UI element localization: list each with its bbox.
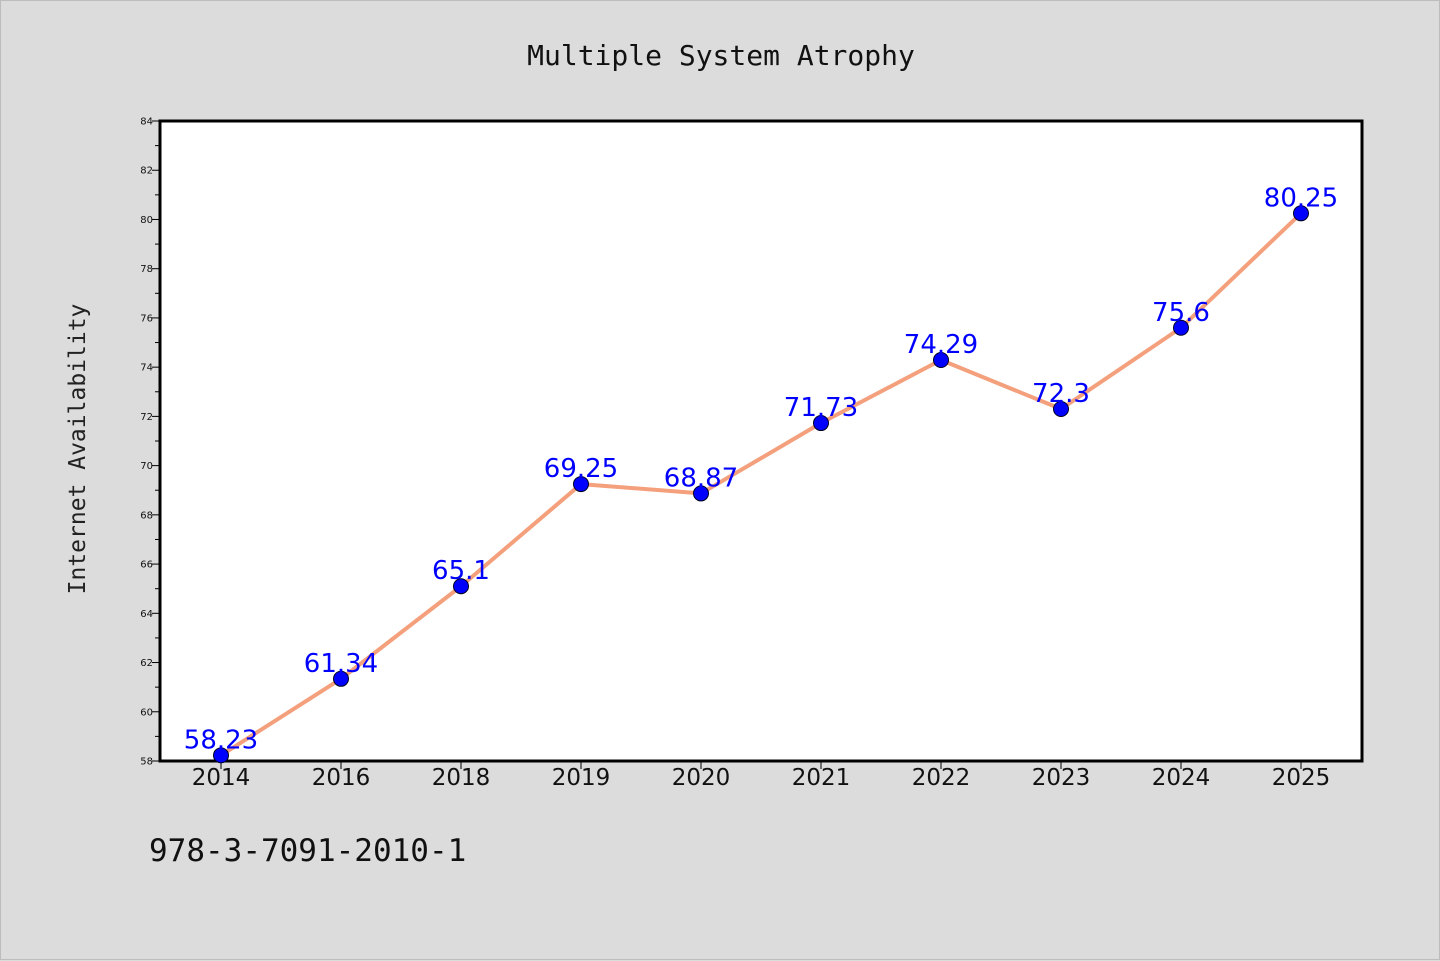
data-label: 71.73 [784, 393, 858, 423]
data-label: 61.34 [304, 649, 378, 679]
data-label: 74.29 [904, 330, 978, 360]
x-tick-label: 2018 [432, 765, 491, 791]
data-markers [213, 205, 1309, 764]
series-line [219, 211, 1303, 758]
x-tick-label: 2019 [552, 765, 611, 791]
data-label: 69.25 [544, 454, 618, 484]
y-tick-label: 80 [140, 215, 153, 226]
data-label: 65.1 [432, 556, 490, 586]
x-tick-label: 2022 [912, 765, 971, 791]
data-point [813, 415, 829, 432]
x-tick-label: 2023 [1032, 765, 1091, 791]
data-point [1173, 319, 1189, 336]
y-tick-label: 58 [140, 757, 153, 768]
y-tick-label: 74 [140, 363, 153, 374]
y-tick-label: 60 [140, 707, 153, 718]
y-tick-label: 82 [140, 166, 153, 177]
x-tick-label: 2021 [792, 765, 851, 791]
isbn-text: 978-3-7091-2010-1 [149, 833, 467, 869]
data-point [573, 476, 589, 493]
y-tick-label: 78 [140, 264, 153, 275]
data-label: 68.87 [664, 463, 738, 493]
chart-title: Multiple System Atrophy [527, 39, 915, 72]
data-point [1293, 205, 1309, 222]
x-axis: 2014 2016 2018 2019 2020 2021 2022 2023 2024 2025 [192, 761, 1331, 791]
y-axis-label: Internet Availability [65, 304, 91, 595]
x-tick-label: 2024 [1152, 765, 1211, 791]
plot-area [158, 119, 1364, 763]
y-tick-label: 84 [140, 117, 153, 128]
data-point [693, 485, 709, 502]
data-label: 58.23 [184, 725, 258, 755]
data-point [933, 352, 949, 369]
x-tick-label: 2020 [672, 765, 731, 791]
y-tick-label: 76 [140, 313, 153, 324]
y-axis: 58 60 62 64 66 68 70 72 74 76 78 80 82 84 [140, 117, 160, 768]
series-line-group [219, 211, 1303, 758]
data-point [213, 747, 229, 764]
y-tick-label: 72 [140, 412, 153, 423]
data-point [333, 670, 349, 687]
x-tick-label: 2016 [312, 765, 371, 791]
data-labels: 58.23 61.34 65.1 69.25 68.87 71.73 74.29 72.3 75… [184, 183, 1338, 755]
y-tick-label: 64 [140, 609, 153, 620]
x-tick-label: 2014 [192, 765, 251, 791]
y-tick-label: 70 [140, 461, 153, 472]
data-point [453, 578, 469, 595]
data-point [1053, 401, 1069, 417]
data-label: 80.25 [1264, 183, 1338, 213]
y-tick-label: 68 [140, 510, 153, 521]
y-tick-label: 66 [140, 560, 153, 571]
data-label: 75.6 [1152, 298, 1210, 328]
x-tick-label: 2025 [1272, 765, 1331, 791]
y-tick-label: 62 [140, 658, 153, 669]
data-label: 72.3 [1032, 379, 1090, 409]
